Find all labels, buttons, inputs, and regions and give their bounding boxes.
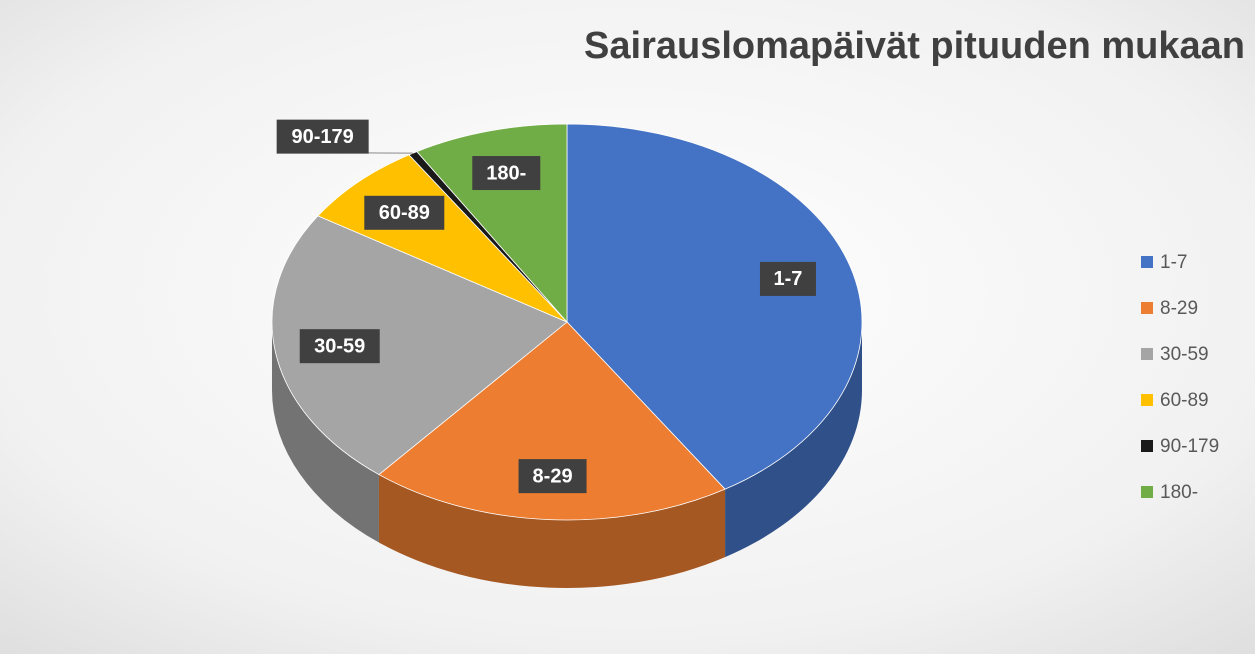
- data-labels: 1-7 8-29 30-59 60-89 90-179 180-: [276, 119, 816, 494]
- legend-label: 1-7: [1160, 252, 1187, 273]
- legend-label: 60-89: [1160, 390, 1209, 411]
- legend-swatch: [1141, 302, 1153, 314]
- data-label-box: [364, 195, 445, 230]
- data-label: 90-179: [292, 126, 354, 148]
- data-label-box: [759, 261, 816, 296]
- legend-label: 8-29: [1160, 298, 1198, 319]
- legend: 1-7 8-29 30-59 60-89 90-179 180-: [1141, 252, 1219, 503]
- legend-swatch: [1141, 486, 1153, 498]
- legend-label: 90-179: [1160, 436, 1219, 457]
- data-label: 60-89: [379, 202, 430, 224]
- data-label-box: [299, 329, 380, 364]
- slice-side: [725, 322, 862, 558]
- data-label-box: [518, 459, 587, 494]
- legend-swatch: [1141, 348, 1153, 360]
- slice-side: [272, 322, 379, 543]
- slice: [378, 321, 726, 521]
- data-label-box: [276, 119, 369, 154]
- legend-swatch: [1141, 256, 1153, 268]
- pie: [271, 123, 863, 588]
- legend-label: 30-59: [1160, 344, 1209, 365]
- legend-swatch: [1141, 440, 1153, 452]
- data-label: 180-: [486, 162, 526, 184]
- data-label: 1-7: [774, 268, 803, 290]
- slice-side: [378, 474, 726, 588]
- data-label: 8-29: [533, 465, 573, 487]
- data-label: 30-59: [314, 335, 365, 357]
- chart-title: Sairauslomapäivät pituuden mukaan: [584, 25, 1245, 67]
- legend-swatch: [1141, 394, 1153, 406]
- slice: [566, 123, 863, 490]
- slice: [271, 215, 568, 476]
- legend-label: 180-: [1160, 482, 1198, 503]
- data-label-box: [472, 156, 541, 191]
